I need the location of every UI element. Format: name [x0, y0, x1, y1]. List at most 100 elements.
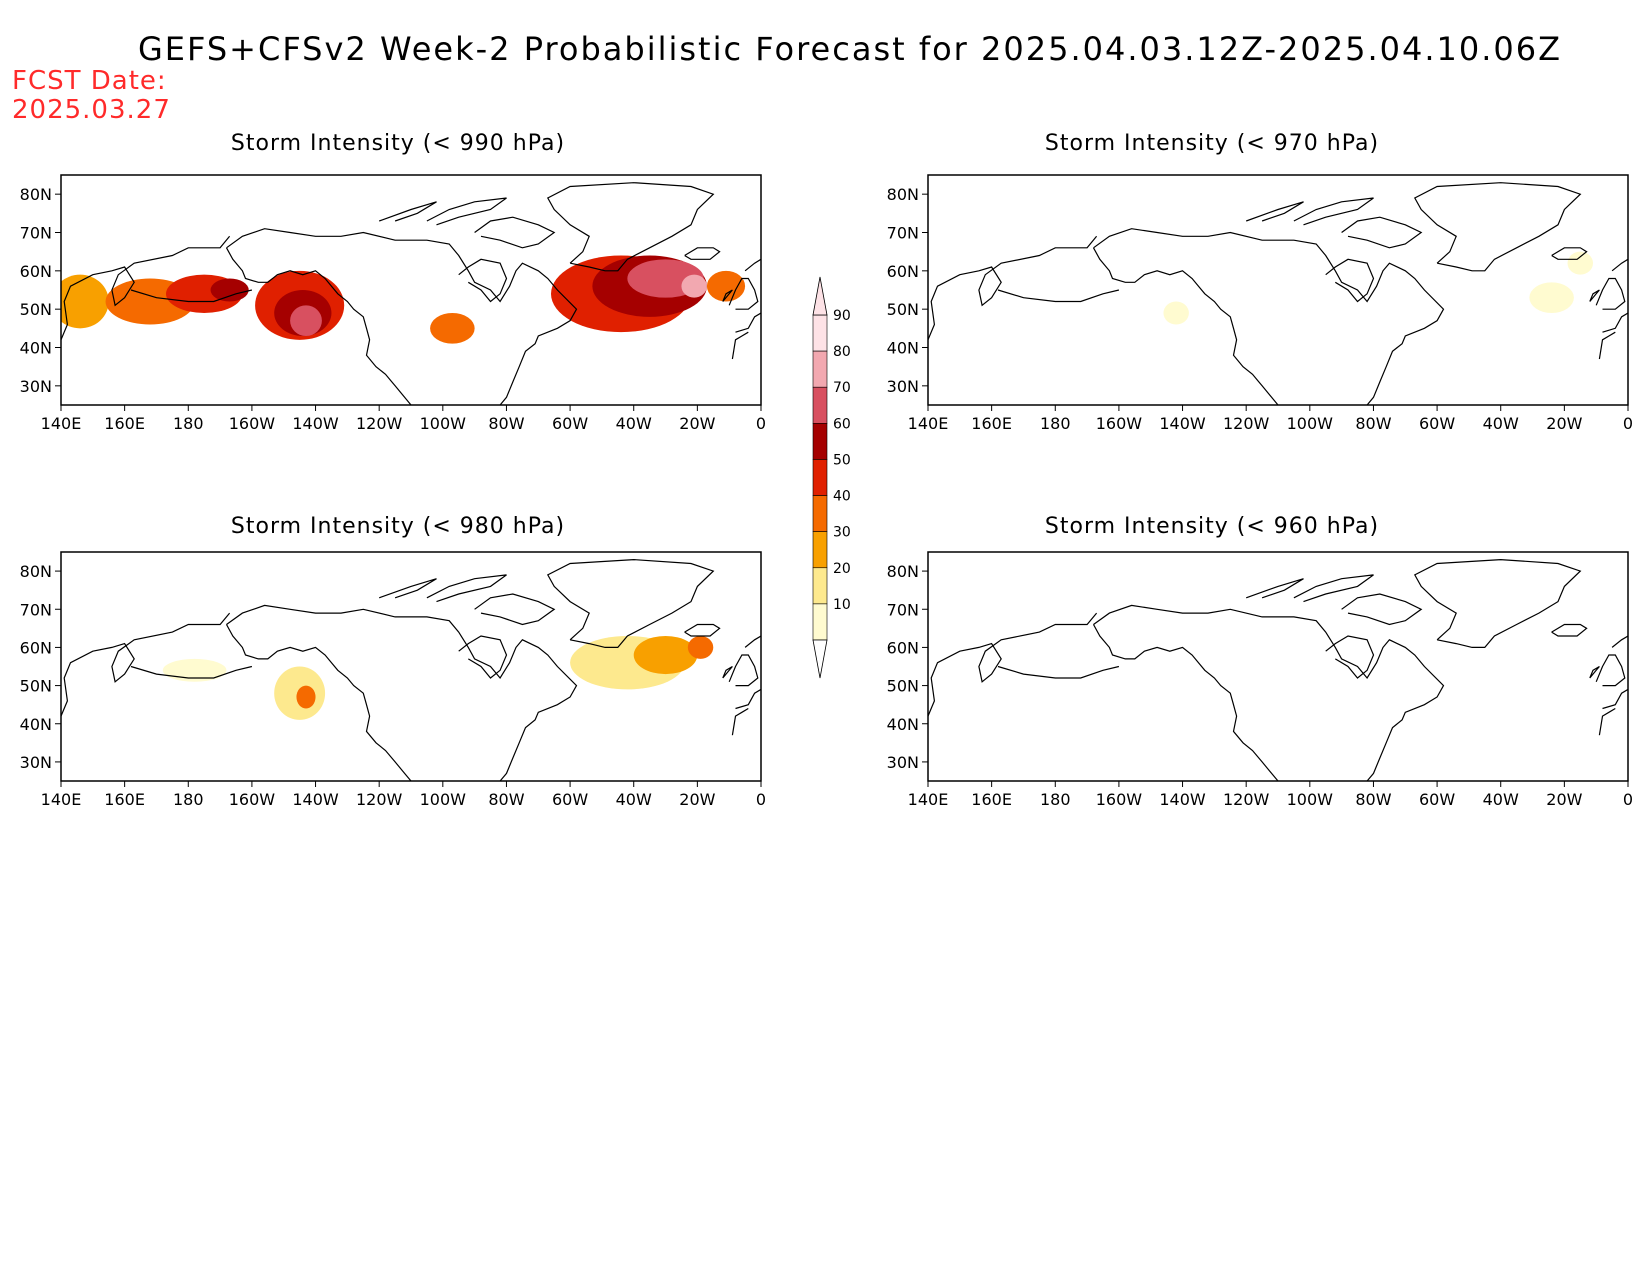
- probability-area: [1163, 301, 1189, 325]
- lat-tick-label: 70N: [887, 224, 919, 243]
- lon-tick-label: 180: [173, 414, 204, 433]
- colorbar-label: 30: [833, 525, 851, 541]
- lon-tick-label: 100W: [1287, 414, 1334, 433]
- probability-area: [633, 635, 698, 675]
- coastline: [61, 612, 231, 717]
- coastline: [684, 623, 721, 637]
- lon-tick-label: 140E: [41, 790, 82, 809]
- coastline: [426, 197, 507, 226]
- lat-tick-label: 80N: [20, 562, 52, 581]
- colorbar-label: 60: [833, 416, 851, 432]
- colorbar-arrow-bottom: [812, 639, 828, 679]
- coastline: [731, 707, 749, 736]
- coastline: [735, 312, 761, 333]
- forecast-date-label: FCST Date:: [12, 66, 167, 96]
- lon-tick-label: 60W: [1419, 414, 1455, 433]
- lat-tick-label: 50N: [20, 677, 52, 696]
- lon-tick-label: 160W: [1096, 790, 1143, 809]
- lon-tick-label: 120W: [356, 414, 403, 433]
- lon-tick-label: 40W: [1483, 414, 1519, 433]
- probability-area: [430, 313, 475, 344]
- panel-title-960: Storm Intensity (< 960 hPa): [1044, 514, 1380, 539]
- coastline: [458, 258, 508, 303]
- probability-area: [687, 635, 714, 659]
- lon-tick-label: 60W: [1419, 790, 1455, 809]
- coastline: [735, 688, 761, 710]
- lat-tick-label: 50N: [20, 300, 52, 319]
- lon-tick-label: 100W: [420, 414, 467, 433]
- coastline: [1341, 593, 1423, 626]
- lat-tick-label: 80N: [20, 185, 52, 204]
- lon-tick-label: 180: [1040, 790, 1071, 809]
- probability-area: [162, 658, 227, 682]
- coastline: [928, 235, 1098, 341]
- lon-tick-label: 40W: [1483, 790, 1519, 809]
- probability-area: [706, 270, 746, 302]
- lat-tick-label: 80N: [887, 562, 919, 581]
- lon-tick-label: 80W: [1355, 790, 1391, 809]
- lon-tick-label: 40W: [616, 414, 652, 433]
- lon-tick-label: 0: [1623, 790, 1633, 809]
- lat-tick-label: 30N: [20, 377, 52, 396]
- map-frame: [927, 551, 1629, 782]
- coastline: [1589, 665, 1600, 679]
- lon-tick-label: 140W: [1159, 790, 1206, 809]
- coastline: [728, 654, 759, 687]
- probability-area: [210, 278, 249, 302]
- coastline: [1611, 258, 1628, 272]
- lon-tick-label: 120W: [356, 790, 403, 809]
- coastline: [546, 182, 715, 272]
- coastline: [474, 216, 556, 249]
- lat-tick-label: 60N: [20, 638, 52, 657]
- coastline: [1245, 578, 1304, 599]
- colorbar-swatch: [812, 423, 828, 460]
- lon-tick-label: 0: [756, 414, 766, 433]
- lon-tick-label: 100W: [420, 790, 467, 809]
- colorbar-label: 10: [833, 597, 851, 613]
- coastline: [426, 574, 507, 603]
- panel-title-990: Storm Intensity (< 990 hPa): [230, 131, 566, 156]
- probability-area: [1529, 282, 1574, 313]
- coastline: [546, 558, 715, 649]
- colorbar-label: 90: [833, 308, 851, 324]
- colorbar-label: 50: [833, 452, 851, 468]
- coastline: [226, 228, 578, 405]
- lon-tick-label: 160W: [1096, 414, 1143, 433]
- coastline: [130, 289, 253, 303]
- coastline: [1598, 707, 1616, 736]
- coastline: [1551, 247, 1588, 260]
- coastline: [61, 235, 231, 341]
- colorbar-swatch: [812, 314, 828, 352]
- colorbar-swatch: [812, 495, 828, 532]
- map-panel-p970: 140E 160E 180 160W 140W 120W 100W 80W 60W 40W 20W 0…: [887, 174, 1633, 433]
- colorbar-label: 40: [833, 489, 851, 505]
- lat-tick-label: 30N: [887, 377, 919, 396]
- coastline: [1602, 688, 1628, 710]
- map-frame: [60, 551, 762, 782]
- lon-tick-label: 140W: [292, 414, 339, 433]
- lat-tick-label: 70N: [887, 600, 919, 619]
- coastline: [744, 258, 761, 272]
- lat-tick-label: 40N: [20, 715, 52, 734]
- lon-tick-label: 140W: [292, 790, 339, 809]
- colorbar-label: 80: [833, 344, 851, 360]
- lat-tick-label: 80N: [887, 185, 919, 204]
- coastline: [474, 593, 556, 626]
- coastline: [225, 247, 412, 405]
- lat-tick-label: 70N: [20, 600, 52, 619]
- lat-tick-label: 40N: [887, 715, 919, 734]
- lon-tick-label: 20W: [679, 790, 715, 809]
- colorbar-label: 20: [833, 561, 851, 577]
- lon-tick-label: 160E: [104, 414, 145, 433]
- colorbar-swatch: [812, 531, 828, 569]
- coastline: [997, 289, 1120, 303]
- coastline: [728, 277, 759, 310]
- lon-tick-label: 160W: [229, 414, 276, 433]
- lat-tick-label: 40N: [887, 339, 919, 358]
- lon-tick-label: 180: [173, 790, 204, 809]
- lon-tick-label: 160E: [971, 414, 1012, 433]
- map-panel-p980: 140E 160E 180 160W 140W 120W 100W 80W 60W 40W 20W 0…: [20, 551, 766, 809]
- lat-tick-label: 30N: [20, 753, 52, 772]
- lon-tick-label: 80W: [488, 790, 524, 809]
- lat-tick-label: 50N: [887, 300, 919, 319]
